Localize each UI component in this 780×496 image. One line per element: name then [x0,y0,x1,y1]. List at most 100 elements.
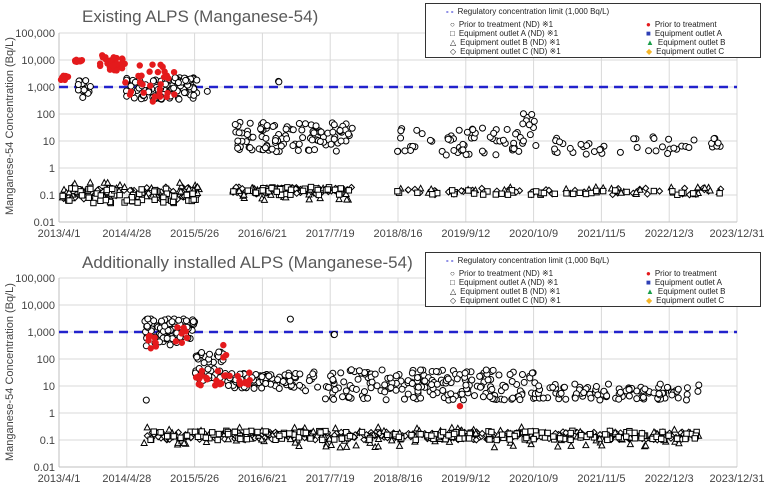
point-outlet-a-nd [138,186,145,193]
point-prior-nd [330,331,338,339]
point-outlet-b-nd [120,182,129,191]
point-prior-nd [285,372,293,380]
point-outlet-a-nd [190,196,197,203]
point-outlet-b-nd [267,190,275,198]
point-outlet-a-nd [412,436,419,444]
point-prior-nd [535,382,543,390]
point-prior-nd [560,383,568,391]
point-outlet-a-nd [319,436,326,444]
point-outlet-a-nd [615,433,622,441]
point-prior-nd [663,383,671,391]
point-outlet-a-nd [521,428,529,435]
x-tick-label: 2022/12/3 [645,473,694,485]
point-prior-nd [486,393,494,401]
point-prior-nd [200,359,208,367]
legend-outlet-b: ▲ Equipment outlet B [646,38,726,47]
point-outlet-a-nd [450,430,458,438]
point-prior [113,67,120,74]
point-prior [246,369,253,376]
x-tick-label: 2017/7/19 [306,228,355,240]
point-outlet-a-nd [465,435,473,442]
point-prior-nd [394,147,402,155]
point-prior [203,376,211,383]
point-prior-nd [364,394,372,402]
point-prior [220,341,227,349]
point-prior-nd [670,144,678,152]
legend-label: Equipment outlet C (ND) ※1 [460,47,561,56]
legend-label: Prior to treatment [654,269,717,278]
point-prior-nd [330,121,338,129]
point-prior-nd [447,390,455,398]
point-prior-nd [330,135,338,143]
point-outlet-b-nd [322,442,330,450]
point-prior-nd [79,93,87,101]
point-outlet-a-nd [345,187,353,194]
point-outlet-a-nd [659,428,666,436]
y-tick-label: 100,000 [15,28,55,40]
point-outlet-a-nd [128,193,136,201]
point-outlet-b-nd [567,441,575,449]
point-prior-nd [459,146,467,154]
point-prior-nd [275,78,283,86]
point-outlet-b-nd [636,185,644,193]
point-outlet-a-nd [586,430,594,438]
point-outlet-b-nd [632,188,641,196]
point-prior-nd [510,145,518,153]
point-prior-nd [489,366,497,374]
point-prior-nd [336,127,344,135]
point-prior [146,68,153,75]
point-prior [96,60,104,67]
point-outlet-a-nd [262,428,269,435]
point-prior-nd [413,126,421,134]
point-outlet-a-nd [202,434,210,441]
point-prior-nd [282,125,290,133]
point-outlet-b-nd [374,442,383,450]
point-prior-nd [519,137,527,145]
legend-label: Equipment outlet B (ND) ※1 [460,38,561,47]
point-outlet-a-nd [198,428,206,435]
point-outlet-a-nd [538,429,545,436]
point-prior [160,73,168,81]
point-outlet-a-nd [87,185,94,193]
point-outlet-a-nd [116,191,123,199]
point-prior-nd [342,387,350,395]
point-prior-nd [476,372,484,380]
point-outlet-a-nd [569,190,577,198]
point-prior-nd [674,385,682,393]
point-prior-nd [299,134,307,142]
legend-outlet-b-nd: △ Equipment outlet B (ND) ※1 [450,38,560,47]
point-outlet-a-nd [650,187,658,195]
point-prior-nd [604,380,612,388]
point-outlet-b-nd [143,423,152,431]
point-outlet-a-nd [622,433,630,440]
point-prior [178,339,186,346]
point-prior-nd [482,366,490,374]
point-outlet-a-nd [414,189,421,196]
point-prior-nd [549,383,557,391]
point-outlet-b-nd [235,186,243,194]
point-outlet-a-nd [593,187,600,195]
point-prior-nd [442,151,450,159]
point-prior-nd [308,136,316,144]
point-outlet-a-nd [331,436,338,443]
y-tick-label: 10 [43,136,55,148]
red-dot-icon: ● [646,20,651,29]
point-outlet-b-nd [416,184,425,192]
legend-limit: - - Regulatory concentration limit (1,000… [446,256,609,265]
point-outlet-a-nd [408,431,415,439]
point-prior-nd [268,145,276,153]
point-outlet-a-nd [601,431,609,438]
point-prior-nd [257,125,265,133]
point-outlet-c-nd [641,184,650,192]
point-outlet-a-nd [317,429,324,436]
point-outlet-a-nd [470,190,478,197]
point-outlet-c-nd [478,184,486,193]
point-outlet-a-nd [511,432,518,440]
point-prior-nd [330,395,338,403]
point-outlet-b-nd [342,189,350,197]
open-circle-icon: ○ [450,269,455,278]
point-outlet-a-nd [683,430,690,437]
point-prior-nd [166,341,174,349]
x-tick-label: 2018/8/16 [374,473,423,485]
point-outlet-a-nd [508,187,516,194]
